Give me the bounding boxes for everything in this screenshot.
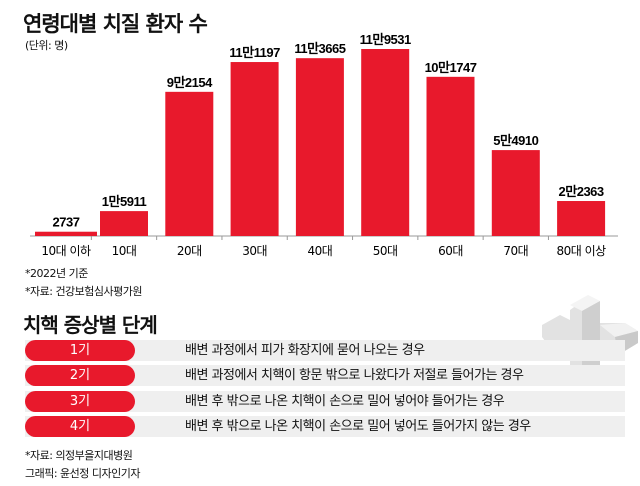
footer-credit: 그래픽: 윤선정 디자인기자: [25, 467, 141, 480]
bar: [491, 150, 540, 236]
stage-description: 배변 후 밖으로 나온 치핵이 손으로 밀어 넣어도 들어가지 않는 경우: [185, 419, 531, 434]
stages-title: 치핵 증상별 단계: [23, 313, 158, 337]
category-label: 10대 이하: [41, 244, 91, 258]
footer-source: *자료: 의정부을지대병원: [25, 449, 133, 462]
category-label: 10대: [112, 244, 137, 258]
bar: [230, 62, 279, 236]
note-source: *자료: 건강보험심사평가원: [25, 285, 143, 298]
bar-chart: 2737 10대 이하 1만5911 10대 9만2154 20대 11만1197 30대 11…: [30, 32, 618, 258]
stage-badge: 4기: [25, 416, 135, 437]
medical-cross-icon: [542, 295, 638, 373]
category-label: 70대: [503, 244, 528, 258]
data-label: 11만1197: [229, 45, 280, 60]
bar: [295, 58, 344, 237]
bar: [557, 201, 606, 236]
data-label: 1만5911: [102, 194, 147, 209]
category-label: 50대: [373, 244, 398, 258]
data-label: 11만3665: [294, 41, 345, 56]
stage-badge: 3기: [25, 391, 135, 412]
unit-label: (단위: 명): [25, 39, 68, 52]
category-label: 40대: [307, 244, 332, 258]
data-label: 2737: [53, 215, 80, 230]
bar: [35, 231, 97, 236]
bar: [100, 211, 148, 236]
stage-description: 배변 과정에서 치핵이 항문 밖으로 나왔다가 저절로 들어가는 경우: [185, 368, 524, 383]
stage-row: 4기 배변 후 밖으로 나온 치핵이 손으로 밀어 넣어도 들어가지 않는 경우: [25, 416, 625, 437]
bar: [165, 91, 214, 236]
bar: [361, 49, 410, 236]
data-label: 11만9531: [360, 32, 411, 47]
category-label: 80대 이상: [556, 244, 606, 258]
data-label: 2만2363: [559, 184, 604, 199]
stage-row: 3기 배변 후 밖으로 나온 치핵이 손으로 밀어 넣어야 들어가는 경우: [25, 391, 625, 412]
data-label: 9만2154: [167, 75, 213, 90]
stage-badge: 2기: [25, 365, 135, 386]
category-label: 60대: [438, 244, 463, 258]
category-label: 20대: [177, 244, 202, 258]
data-label: 5만4910: [493, 133, 538, 148]
stage-badge: 1기: [25, 340, 135, 361]
category-label: 30대: [242, 244, 267, 258]
stage-description: 배변 후 밖으로 나온 치핵이 손으로 밀어 넣어야 들어가는 경우: [185, 394, 505, 409]
data-label: 10만1747: [425, 60, 477, 75]
bar: [426, 76, 475, 236]
chart-title: 연령대별 치질 환자 수: [23, 12, 208, 36]
stage-description: 배변 과정에서 피가 화장지에 묻어 나오는 경우: [185, 343, 425, 358]
stage-row: 1기 배변 과정에서 피가 화장지에 묻어 나오는 경우: [25, 340, 625, 361]
note-year: *2022년 기준: [25, 267, 88, 280]
stage-row: 2기 배변 과정에서 치핵이 항문 밖으로 나왔다가 저절로 들어가는 경우: [25, 365, 625, 386]
